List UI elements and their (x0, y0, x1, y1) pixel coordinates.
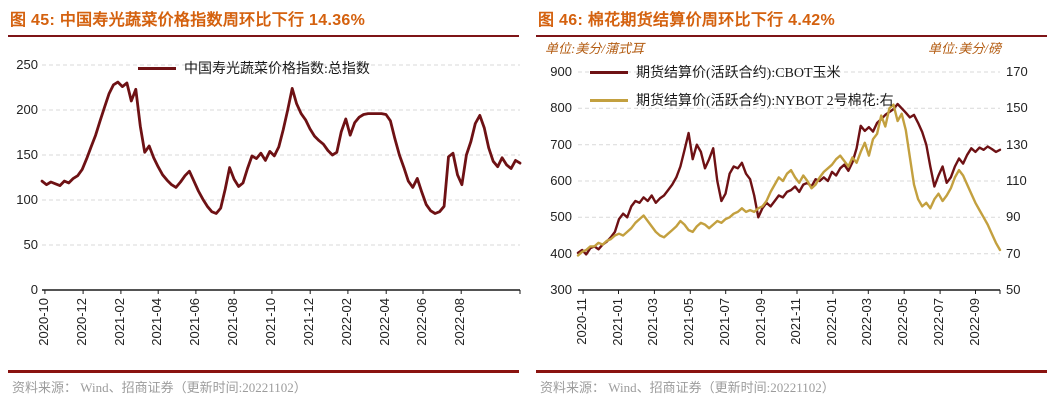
x-tick-label: 2021-10 (262, 298, 278, 346)
legend-line-swatch (590, 98, 628, 102)
figure-46-title-underline (536, 35, 1047, 37)
legend-item: 中国寿光蔬菜价格指数:总指数 (138, 58, 370, 78)
y-tick-label: 170 (1006, 64, 1028, 79)
x-tick-label: 2021-11 (788, 298, 804, 345)
figure-45-title-underline (8, 35, 519, 37)
x-tick-label: 2020-11 (574, 298, 590, 345)
y-tick-label: 900 (550, 64, 572, 79)
y-tick-label: 70 (1006, 245, 1021, 261)
x-tick-label: 2022-04 (377, 298, 393, 346)
x-tick-label: 2022-03 (859, 298, 875, 346)
x-tick-label: 2021-01 (609, 298, 625, 346)
legend-label: 中国寿光蔬菜价格指数:总指数 (184, 62, 370, 77)
figure-46-legend: 期货结算价(活跃合约):CBOT玉米 期货结算价(活跃合约):NYBOT 2号棉… (590, 62, 894, 118)
y-tick-label: 400 (550, 245, 572, 261)
figure-45-source-note: 资料来源： Wind、招商证券（更新时间:20221102） (12, 380, 307, 395)
y-tick-label: 200 (16, 102, 38, 117)
legend-label: 期货结算价(活跃合约):NYBOT 2号棉花:右 (636, 94, 894, 109)
y-tick-label: 130 (1006, 136, 1028, 152)
legend-item: 期货结算价(活跃合约):NYBOT 2号棉花:右 (590, 90, 894, 110)
y-tick-label: 50 (1006, 282, 1021, 297)
y-tick-label: 600 (550, 173, 572, 188)
x-tick-label: 2021-04 (149, 298, 165, 346)
y-tick-label: 700 (550, 136, 572, 152)
figure-46-line-chart (576, 71, 1002, 294)
x-tick-label: 2022-05 (895, 298, 911, 346)
right-axis-unit-label: 单位:美分/磅 (928, 41, 1001, 56)
y-tick-label: 500 (550, 209, 572, 225)
figure-46-left-y-axis-labels: 300 400 500 600 700 800 900 (536, 64, 572, 297)
figure-45-legend: 中国寿光蔬菜价格指数:总指数 (138, 58, 370, 86)
figure-46-bottom-rule (536, 370, 1047, 373)
y-tick-label: 300 (550, 282, 572, 297)
figure-45-bottom-rule (8, 370, 519, 373)
x-tick-label: 2021-07 (716, 298, 732, 346)
y-tick-label: 0 (30, 282, 38, 297)
figure-46-source-note: 资料来源： Wind、招商证券（更新时间:20221102） (540, 380, 835, 395)
x-tick-label: 2022-01 (823, 298, 839, 346)
x-tick-label: 2022-02 (338, 298, 354, 346)
y-tick-label: 110 (1006, 173, 1027, 188)
y-tick-label: 250 (16, 57, 38, 72)
figure-46-x-axis-labels: 2020-11 2021-01 2021-03 2021-05 2021-07 2021-… (574, 296, 1000, 370)
x-tick-label: 2020-10 (35, 298, 51, 346)
x-tick-label: 2022-09 (966, 298, 982, 346)
figure-45-panel: 图 45: 中国寿光蔬菜价格指数周环比下行 14.36% 0 50 100 150 20… (8, 4, 522, 398)
x-tick-label: 2020-12 (74, 298, 90, 346)
figure-45-title: 图 45: 中国寿光蔬菜价格指数周环比下行 14.36% (10, 12, 366, 29)
y-tick-label: 150 (16, 147, 38, 162)
left-axis-unit-label: 单位:美分/蒲式耳 (545, 41, 644, 56)
x-tick-label: 2021-06 (186, 298, 202, 346)
x-tick-label: 2021-09 (752, 298, 768, 346)
x-tick-label: 2022-06 (413, 298, 429, 346)
x-tick-label: 2021-12 (301, 298, 317, 346)
figure-46-panel: 图 46: 棉花期货结算价周环比下行 4.42% 单位:美分/蒲式耳 单位:美分… (536, 4, 1047, 398)
x-tick-label: 2021-02 (111, 298, 127, 346)
y-tick-label: 150 (1006, 100, 1028, 116)
x-tick-label: 2021-05 (681, 298, 697, 346)
figure-45-y-axis-labels: 0 50 100 150 200 250 (8, 57, 38, 297)
figure-45-line-chart (40, 64, 522, 294)
y-tick-label: 800 (550, 100, 572, 116)
legend-line-swatch (590, 70, 628, 74)
x-tick-label: 2022-07 (931, 298, 947, 346)
legend-line-swatch (138, 66, 176, 70)
x-tick-label: 2021-08 (225, 298, 241, 346)
y-tick-label: 90 (1006, 209, 1021, 225)
y-tick-label: 50 (23, 237, 38, 252)
figure-45-x-axis-labels: 2020-10 2020-12 2021-02 2021-04 2021-06 2021-… (36, 296, 520, 370)
figure-46-right-y-axis-labels: 50 70 90 110 130 150 170 (1006, 64, 1040, 297)
x-tick-label: 2021-03 (645, 298, 661, 346)
x-tick-label: 2022-08 (452, 298, 468, 346)
y-tick-label: 100 (16, 192, 38, 207)
figure-46-title: 图 46: 棉花期货结算价周环比下行 4.42% (538, 12, 836, 29)
legend-item: 期货结算价(活跃合约):CBOT玉米 (590, 62, 894, 82)
legend-label: 期货结算价(活跃合约):CBOT玉米 (636, 66, 841, 81)
